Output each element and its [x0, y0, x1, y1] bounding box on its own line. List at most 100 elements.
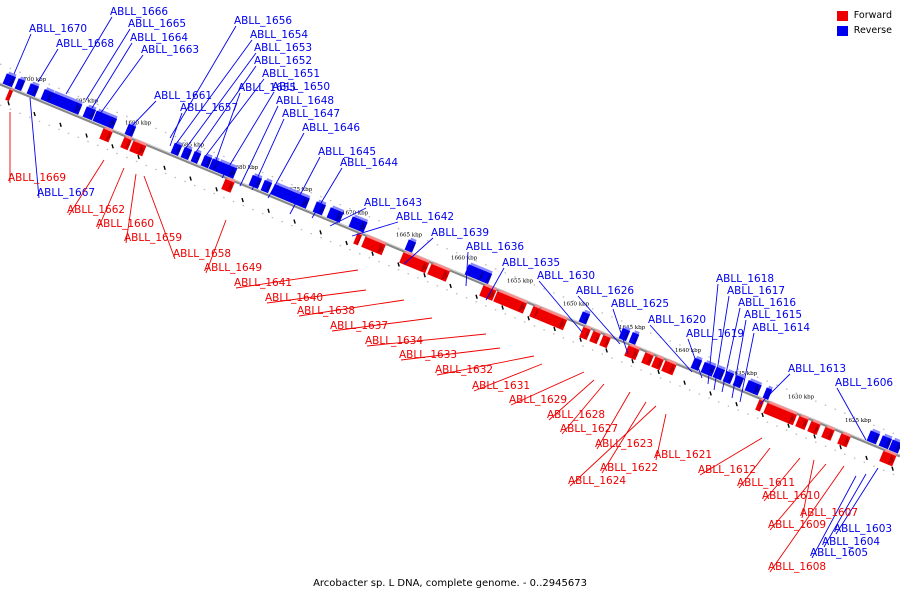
gene-box-tip — [301, 196, 308, 207]
gene-box-tip — [7, 90, 12, 101]
forward-gene-label: ABLL_1612 — [698, 464, 756, 476]
forward-gene-label-leader — [769, 463, 827, 531]
scale-label: 1655 kbp — [507, 279, 534, 285]
forward-gene-label-leader — [400, 347, 501, 361]
reverse-gene-label: ABLL_1668 — [56, 38, 114, 50]
forward-gene-label: ABLL_1641 — [234, 277, 292, 289]
reverse-gene-label-leader — [649, 324, 693, 373]
axis-tick — [7, 101, 10, 106]
reverse-gene-box — [404, 237, 417, 253]
gene-box-tip — [753, 383, 760, 394]
gene-box-top — [220, 159, 238, 169]
reverse-gene-label: ABLL_1644 — [340, 157, 398, 169]
gene-box-tip — [420, 261, 428, 272]
forward-gene-label-leader — [569, 405, 657, 487]
forward-gene-label-leader — [769, 465, 845, 573]
reverse-gene-label: ABLL_1647 — [282, 108, 340, 120]
forward-gene-label: ABLL_1634 — [365, 335, 423, 347]
gene-box-top — [594, 329, 602, 334]
axis-tick — [891, 466, 894, 471]
gene-box-tip — [73, 102, 81, 113]
gene-box-top — [10, 87, 14, 91]
forward-gene-label: ABLL_1632 — [435, 364, 493, 376]
forward-gene-label-leader — [68, 159, 105, 216]
axis-tick — [839, 444, 842, 450]
gene-box-top — [226, 177, 236, 183]
gene-box-tip — [265, 181, 271, 193]
forward-gene-label-leader — [548, 379, 595, 421]
reverse-gene-label-leader — [759, 373, 791, 405]
gene-box-top — [32, 81, 40, 87]
gene-box-top — [738, 373, 745, 378]
gene-box-top — [54, 90, 83, 105]
forward-gene-label: ABLL_1628 — [547, 409, 605, 421]
gene-box-tip — [125, 139, 130, 150]
reverse-gene-label: ABLL_1616 — [738, 297, 796, 309]
forward-gene-box — [661, 358, 677, 376]
reverse-gene-label-leader — [707, 283, 719, 385]
gene-box-tip — [137, 144, 145, 155]
gene-box-top — [812, 419, 822, 425]
axis-tick — [787, 423, 790, 428]
reverse-gene-box — [578, 309, 591, 325]
axis-tick — [735, 402, 738, 407]
gene-box-tip — [718, 368, 724, 380]
reverse-gene-label: ABLL_1606 — [835, 377, 893, 389]
gene-box-tip — [212, 160, 218, 171]
forward-gene-label: ABLL_1669 — [8, 172, 66, 184]
reverse-gene-label: ABLL_1639 — [431, 227, 489, 239]
axis-tick — [865, 455, 868, 461]
reverse-gene-box — [744, 378, 763, 396]
gene-box-tip — [604, 337, 609, 348]
reverse-gene-label: ABLL_1605 — [810, 547, 868, 559]
forward-gene-box — [427, 262, 451, 282]
reverse-gene-box — [628, 330, 640, 345]
gene-box-top — [470, 262, 488, 272]
reverse-gene-label: ABLL_1615 — [744, 309, 802, 321]
reverse-gene-label-leader — [811, 475, 857, 559]
forward-gene-label-leader — [436, 355, 535, 376]
legend-item-forward: Forward — [836, 8, 892, 23]
reverse-gene-label: ABLL_1651 — [262, 68, 320, 80]
gene-box-top — [354, 214, 369, 223]
reverse-gene-label: ABLL_1645 — [318, 146, 376, 158]
forward-gene-label-leader — [235, 269, 359, 289]
scale-label: 1640 kbp — [675, 348, 702, 354]
forward-gene-label: ABLL_1624 — [568, 475, 626, 487]
gene-box-tip — [376, 243, 384, 254]
gene-box-top — [276, 182, 311, 199]
gene-box-top — [134, 139, 147, 146]
reverse-gene-label-leader — [311, 167, 343, 219]
reverse-gene-label-leader — [127, 100, 157, 131]
axis-tick — [423, 273, 426, 278]
forward-gene-label-leader — [596, 391, 631, 450]
gene-box-tip — [18, 79, 24, 91]
forward-gene-label-leader — [473, 363, 543, 392]
reverse-gene-label-leader — [721, 307, 741, 393]
gene-box-top — [842, 431, 852, 438]
gene-box-tip — [88, 108, 94, 119]
gene-box-body — [879, 450, 897, 467]
gene-box-tip — [318, 203, 324, 215]
forward-gene-label: ABLL_1631 — [472, 380, 530, 392]
forward-gene-box — [493, 289, 528, 314]
gene-box-tip — [632, 333, 638, 344]
forward-gene-label: ABLL_1649 — [204, 262, 262, 274]
reverse-gene-label-leader — [203, 78, 265, 159]
gene-box-top — [584, 309, 591, 315]
gene-box-top — [432, 262, 451, 272]
forward-gene-box — [651, 354, 665, 371]
axis-tick — [137, 154, 140, 160]
reverse-gene-label-leader — [329, 207, 367, 227]
gene-box-tip — [409, 241, 415, 252]
reverse-gene-label: ABLL_1655 — [238, 82, 296, 94]
forward-gene-box — [129, 139, 147, 157]
reverse-gene-label-leader — [65, 16, 113, 95]
reverse-gene-label-leader — [251, 118, 285, 191]
reverse-gene-label-leader — [538, 280, 583, 333]
axis-tick — [33, 111, 36, 117]
forward-gene-label: ABLL_1608 — [768, 561, 826, 573]
reverse-gene-label-leader — [169, 25, 237, 139]
reverse-gene-label: ABLL_1656 — [234, 15, 292, 27]
gene-box-top — [8, 71, 17, 77]
